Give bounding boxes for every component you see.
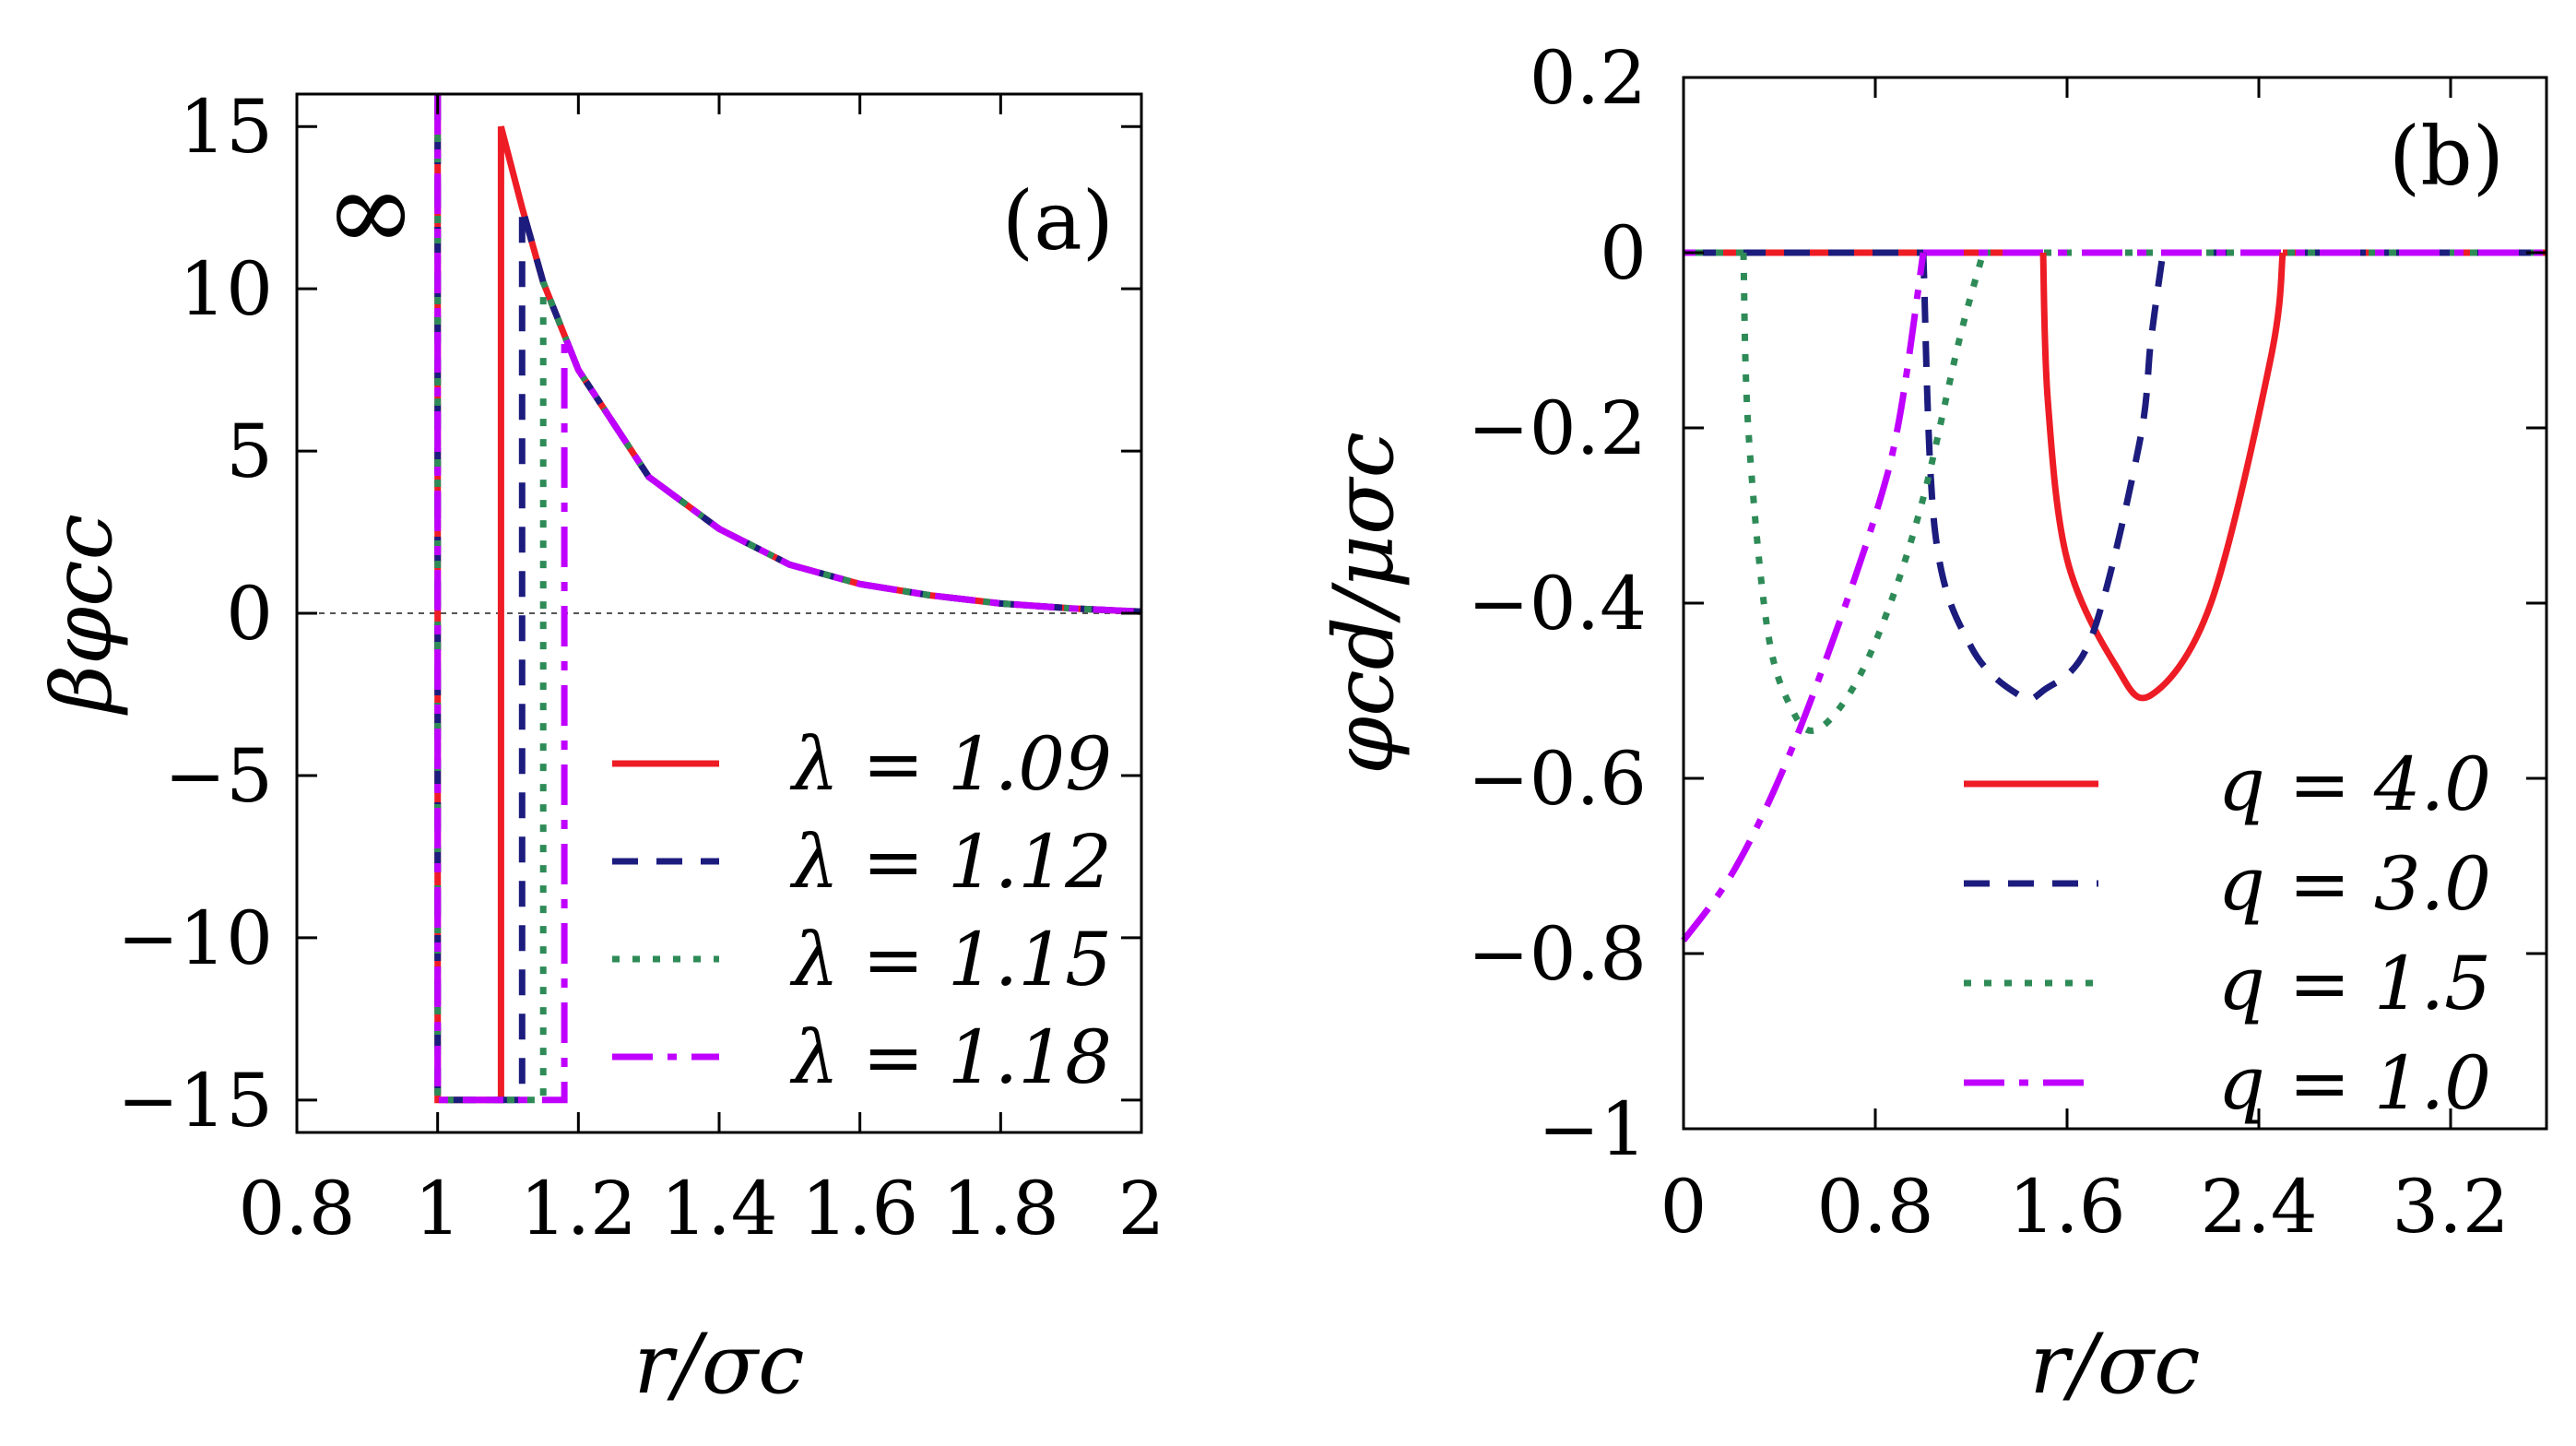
x-axis-title: r/σc	[2029, 1316, 2200, 1413]
x-tick-label: 0	[1660, 1164, 1707, 1250]
x-tick-label: 1.6	[2008, 1164, 2125, 1250]
series-curve-3	[1740, 252, 1987, 734]
x-axis-title: r/σc	[633, 1316, 804, 1413]
infinity-annotation: ∞	[325, 148, 417, 276]
y-tick-label: −0.8	[1468, 911, 1647, 997]
x-tick-label: 0.8	[1816, 1164, 1933, 1250]
y-tick-label: −0.6	[1468, 736, 1647, 822]
x-tick-label: 1	[414, 1166, 461, 1251]
legend-label: λ = 1.09	[789, 721, 1112, 807]
y-tick-label: 0	[226, 571, 273, 657]
y-axis-title: βφcc	[34, 514, 131, 716]
x-tick-label: 1.6	[801, 1166, 918, 1251]
y-tick-label: 0	[1600, 210, 1647, 296]
legend-label: q = 1.5	[2218, 941, 2491, 1026]
x-tick-label: 2.4	[2200, 1164, 2317, 1250]
legend-label: q = 4.0	[2218, 741, 2491, 827]
y-tick-label: 10	[179, 246, 273, 332]
x-tick-label: 1.8	[942, 1166, 1059, 1251]
legend-label: λ = 1.18	[789, 1014, 1112, 1100]
y-tick-label: −15	[117, 1058, 273, 1144]
y-tick-label: −0.2	[1468, 385, 1647, 471]
legend-label: q = 3.0	[2218, 841, 2491, 927]
y-tick-label: −0.4	[1468, 561, 1647, 646]
series-curve-4	[1681, 252, 1927, 942]
series-line-4	[434, 94, 1142, 1104]
y-tick-label: 15	[179, 84, 273, 170]
panel-b: 0 0.8 1.6 2.4 3.2 0.2 0 −0.2 −0.4 −0.6 −0.8 −1 r/σc φ…	[1316, 35, 2548, 1413]
y-tick-label: 5	[226, 409, 273, 494]
x-tick-label: 2	[1118, 1166, 1165, 1251]
x-tick-label: 0.8	[238, 1166, 355, 1251]
y-tick-label: −1	[1538, 1086, 1647, 1172]
legend-label: λ = 1.15	[789, 917, 1112, 1002]
legend-label: λ = 1.12	[789, 819, 1112, 905]
y-tick-label: −10	[117, 895, 273, 981]
panel-label: (a)	[1002, 173, 1114, 268]
y-tick-label: −5	[164, 733, 273, 819]
y-tick-label: 0.2	[1530, 35, 1647, 121]
x-tick-label: 1.4	[660, 1166, 777, 1251]
x-tick-label: 3.2	[2392, 1164, 2509, 1250]
y-axis-title: φcd/μσc	[1316, 432, 1412, 775]
series-curve-1	[2039, 252, 2286, 702]
x-tick-label: 1.2	[520, 1166, 637, 1251]
series-curve-2	[1920, 252, 2167, 703]
panel-a: 0.8 1 1.2 1.4 1.6 1.8 2 15 10 5 0 −5 −10 −15 r/σc βφcc (…	[34, 84, 1164, 1413]
legend-label: q = 1.0	[2218, 1040, 2491, 1126]
panel-label: (b)	[2389, 109, 2504, 204]
